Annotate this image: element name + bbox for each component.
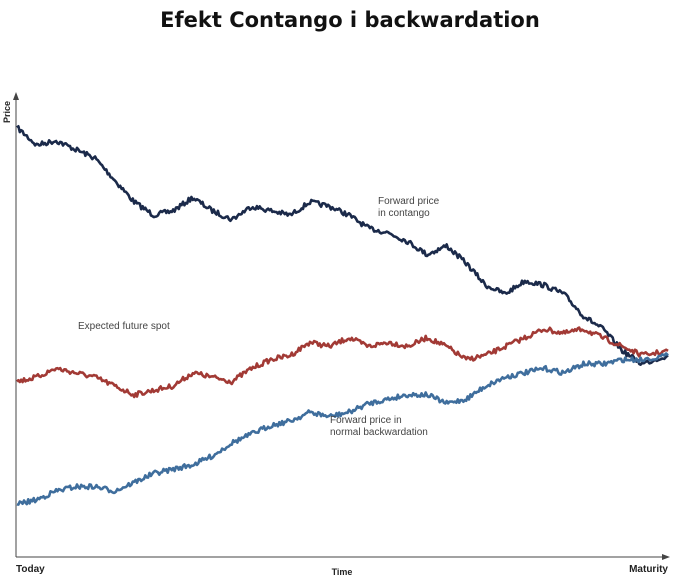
series-line-1 xyxy=(16,326,669,399)
series-line-0 xyxy=(16,125,669,366)
x-tick-label-maturity: Maturity xyxy=(629,564,668,575)
x-tick-label-today: Today xyxy=(16,564,45,575)
y-axis-label: Price xyxy=(2,101,12,123)
annotation-0-line-1: in contango xyxy=(378,208,430,219)
annotation-1: Expected future spot xyxy=(78,321,170,332)
annotation-1-line-0: Expected future spot xyxy=(78,321,170,332)
annotation-2: Forward price in normal backwardation xyxy=(330,415,428,438)
annotation-2-line-1: normal backwardation xyxy=(330,427,428,438)
chart-title: Efekt Contango i backwardation xyxy=(160,8,540,32)
series-group xyxy=(16,125,669,506)
y-axis-arrow xyxy=(13,92,19,100)
annotation-0: Forward price in contango xyxy=(378,196,440,219)
x-axis-label: Time xyxy=(332,567,353,577)
annotation-2-line-0: Forward price in xyxy=(330,415,402,426)
annotations: Forward price in contango Expected future … xyxy=(78,196,440,438)
axes: Price Time Today Maturity xyxy=(2,92,670,577)
annotation-0-line-0: Forward price xyxy=(378,196,440,207)
series-line-2 xyxy=(16,352,669,506)
x-axis-arrow xyxy=(662,554,670,560)
